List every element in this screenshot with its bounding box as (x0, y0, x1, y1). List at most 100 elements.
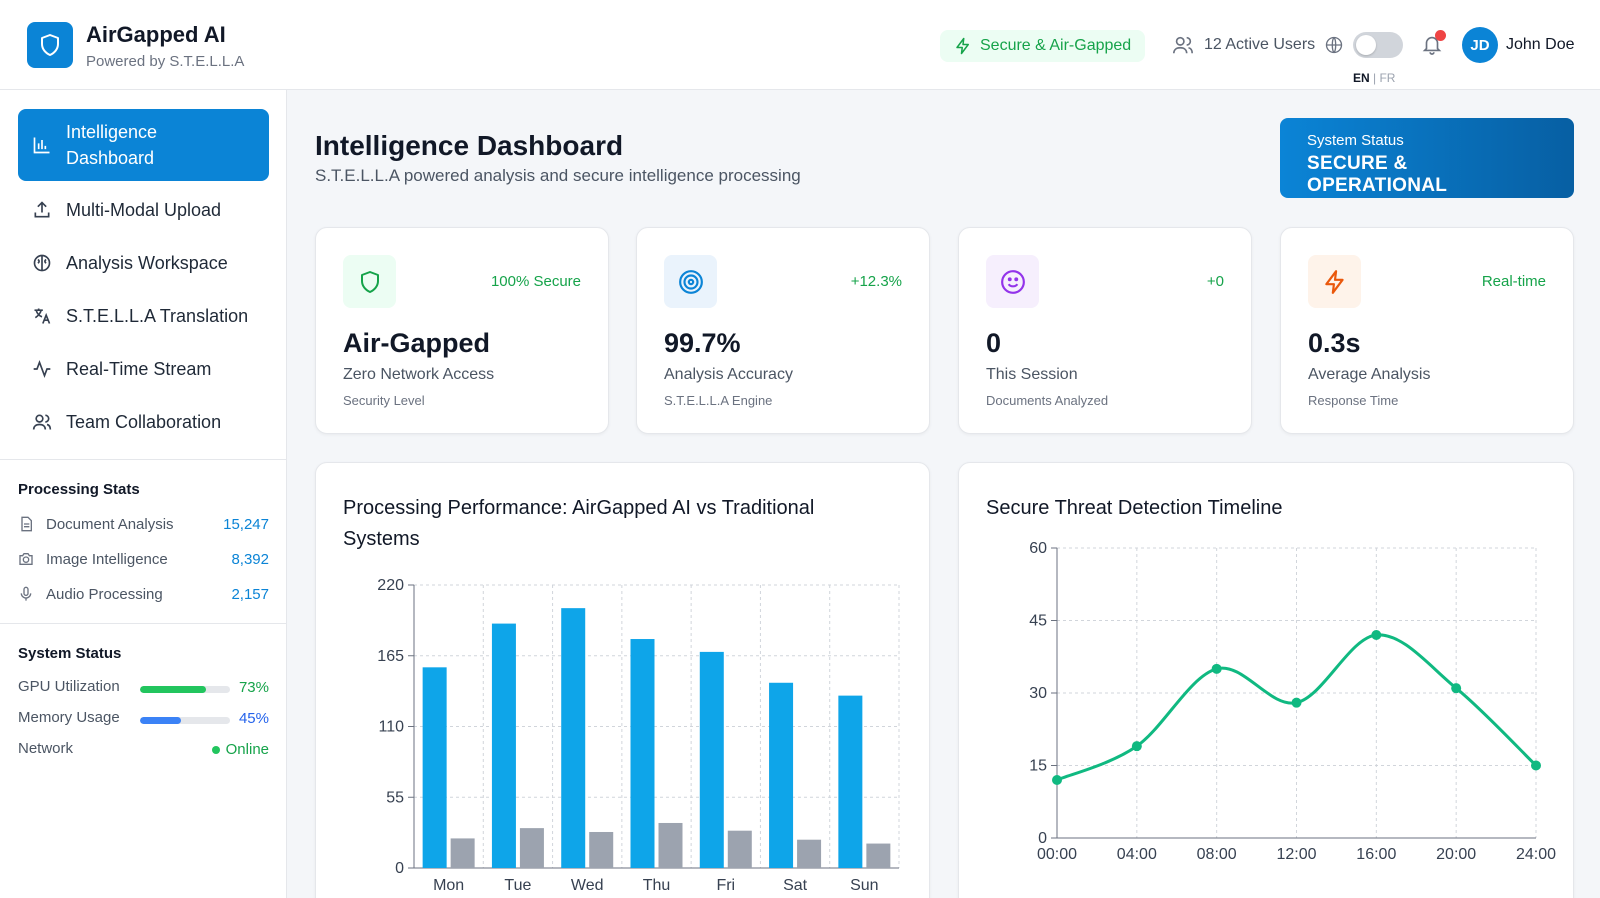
system-status-panel: System Status SECURE & OPERATIONAL (1280, 118, 1574, 198)
lang-separator: | (1369, 71, 1380, 85)
sidebar-item-label: Team Collaboration (66, 411, 222, 432)
sidebar-item-label: Intelligence Dashboard (66, 122, 158, 168)
threat-chart-title: Secure Threat Detection Timeline (986, 497, 1283, 519)
sidebar-item-team-collaboration[interactable]: Team Collaboration (18, 397, 269, 447)
stat-card-change: +0 (1206, 273, 1224, 290)
bar (797, 839, 822, 868)
bar (422, 667, 447, 868)
bar (699, 651, 724, 868)
stat-value: 8,392 (231, 550, 269, 568)
performance-chart-card: 220 165 110 55 0 Mon Tue Wed Thu Fri Sat Sun Proces… (315, 462, 930, 898)
brain-icon (33, 254, 51, 272)
user-name[interactable]: John Doe (1506, 36, 1575, 53)
processing-stats-title: Processing Stats (18, 481, 140, 498)
bar (450, 838, 475, 868)
memory-value: 45% (238, 710, 269, 727)
x-tick-label: 00:00 (1037, 846, 1077, 863)
sidebar-divider (0, 623, 287, 624)
sidebar-item-label: S.T.E.L.L.A Translation (66, 305, 249, 326)
memory-progress-fill (140, 717, 181, 724)
gpu-utilization-row: GPU Utilization 73% (18, 678, 269, 700)
y-tick-label: 30 (1029, 685, 1047, 702)
avatar[interactable]: JD (1462, 27, 1498, 63)
data-point (1052, 775, 1062, 785)
data-point (1451, 683, 1462, 694)
language-indicator: EN | FR (1353, 71, 1395, 85)
stat-card-icon-box (664, 255, 717, 308)
app-logo[interactable] (27, 22, 73, 68)
threat-line-chart: 60 45 30 15 000:00 04:00 08:00 12:00 16:00 20:00 2… (1029, 540, 1556, 863)
stat-card-value: Air-Gapped (343, 328, 491, 358)
x-tick-label: Wed (571, 877, 604, 894)
gpu-progress-track (140, 686, 230, 693)
bar (727, 830, 752, 868)
network-status: Online (211, 741, 269, 758)
active-users[interactable]: 12 Active Users (1172, 34, 1315, 56)
bar (838, 695, 863, 868)
stat-card-value: 0.3s (1308, 328, 1361, 358)
document-icon (21, 516, 32, 532)
page-subtitle: S.T.E.L.L.A powered analysis and secure … (315, 166, 801, 185)
microphone-icon (20, 586, 32, 601)
users-icon (32, 414, 52, 430)
toggle-knob (1356, 35, 1376, 55)
activity-icon (33, 359, 51, 379)
sidebar-item-label: Multi-Modal Upload (66, 199, 222, 220)
stat-card-icon-box (986, 255, 1039, 308)
stat-card-change: Real-time (1481, 273, 1546, 290)
network-label: Network (18, 740, 74, 757)
stat-card-change: +12.3% (850, 273, 902, 290)
smiley-icon (1000, 269, 1025, 294)
app-subtitle: Powered by S.T.E.L.L.A (86, 53, 245, 70)
y-tick-label: 15 (1029, 758, 1047, 775)
target-icon (678, 269, 703, 294)
stat-value: 2,157 (231, 585, 269, 603)
stat-audio-processing: Audio Processing 2,157 (18, 583, 269, 605)
stat-card-label: Analysis Accuracy (664, 366, 793, 383)
secure-status-label: Secure & Air-Gapped (980, 37, 1132, 54)
sidebar-item-real-time-stream[interactable]: Real-Time Stream (18, 344, 269, 394)
sidebar-item-multi-modal-upload[interactable]: Multi-Modal Upload (18, 185, 269, 235)
app-title: AirGapped AI (86, 22, 226, 47)
memory-progress-track (140, 717, 230, 724)
network-row: Network Online (18, 740, 269, 762)
stat-card-sub: S.T.E.L.L.A Engine (664, 393, 773, 408)
x-tick-label: 04:00 (1117, 846, 1157, 863)
active-users-label: 12 Active Users (1204, 36, 1316, 53)
sidebar-item-analysis-workspace[interactable]: Analysis Workspace (18, 238, 269, 288)
stat-card-value: 0 (986, 328, 1002, 358)
x-tick-label: Sun (850, 877, 878, 894)
stat-card-icon-box (343, 255, 396, 308)
system-status-label: System Status (1307, 132, 1404, 149)
sidebar-item-intelligence-dashboard[interactable]: Intelligence Dashboard (18, 109, 269, 181)
sidebar-item-label: Analysis Workspace (66, 252, 228, 273)
bar (519, 828, 544, 868)
users-icon (1173, 36, 1193, 54)
x-tick-label: Sat (783, 877, 808, 894)
stat-card-sub: Documents Analyzed (986, 393, 1109, 408)
x-tick-label: Mon (433, 877, 464, 894)
x-tick-label: Tue (504, 877, 531, 894)
stat-label: Image Intelligence (46, 550, 168, 568)
bar (630, 639, 655, 868)
page-title: Intelligence Dashboard (315, 130, 624, 161)
bell-icon[interactable] (1421, 32, 1443, 56)
x-tick-label: 24:00 (1516, 846, 1556, 863)
upload-icon (34, 201, 50, 218)
y-tick-label: 0 (1038, 830, 1047, 847)
x-tick-label: 12:00 (1276, 846, 1316, 863)
bar (589, 831, 614, 868)
stat-card-session: +0 0 This Session Documents Analyzed (958, 227, 1252, 434)
stat-card-sub: Response Time (1308, 393, 1399, 408)
stat-card-label: Zero Network Access (343, 366, 495, 383)
bar (561, 608, 586, 868)
sidebar-item-label: Real-Time Stream (66, 358, 212, 379)
sidebar-item-translation[interactable]: S.T.E.L.L.A Translation (18, 291, 269, 341)
stat-card-label: This Session (986, 366, 1078, 383)
x-tick-label: 20:00 (1436, 846, 1476, 863)
y-tick-label: 165 (377, 648, 404, 665)
language-toggle[interactable] (1353, 32, 1403, 58)
bar (769, 682, 794, 868)
stat-document-analysis: Document Analysis 15,247 (18, 513, 269, 535)
y-tick-label: 60 (1029, 540, 1047, 557)
